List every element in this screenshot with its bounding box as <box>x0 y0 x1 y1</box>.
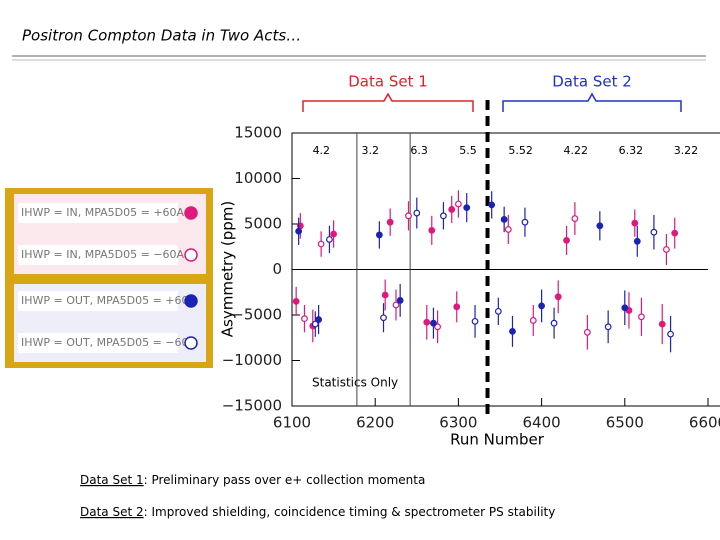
slide-title: Positron Compton Data in Two Acts… <box>22 27 301 45</box>
point <box>392 301 400 309</box>
annotation: Statistics Only <box>312 376 398 390</box>
point <box>633 237 641 245</box>
point <box>423 318 431 326</box>
legend-label: IHWP = IN, MPA5D05 = +60A <box>21 206 185 219</box>
point <box>386 218 394 226</box>
segment-label: 5.5 <box>459 144 477 157</box>
point <box>504 226 512 233</box>
y-tick-label: 15000 <box>234 124 282 142</box>
note: Data Set 2: Improved shielding, coincide… <box>80 505 555 519</box>
legend-label: IHWP = OUT, MPA5D05 = −60A <box>21 336 196 349</box>
point <box>663 246 670 253</box>
point <box>430 319 437 327</box>
segment-label: 4.2 <box>313 144 331 157</box>
note: Data Set 1: Preliminary pass over e+ col… <box>80 473 425 487</box>
note-text: : Improved shielding, coincidence timing… <box>144 505 556 519</box>
legend-marker <box>184 336 198 350</box>
set-bracket <box>302 92 474 112</box>
x-tick-label: 6300 <box>439 414 477 432</box>
point <box>453 303 461 311</box>
point <box>631 219 639 227</box>
point <box>488 201 496 209</box>
point <box>295 227 303 235</box>
legend-label: IHWP = IN, MPA5D05 = −60A <box>21 248 185 261</box>
point <box>380 314 387 322</box>
point <box>571 215 579 222</box>
y-tick-label: −15000 <box>222 397 282 415</box>
point <box>583 328 591 336</box>
point <box>494 307 502 315</box>
point <box>529 317 537 324</box>
point <box>554 293 562 301</box>
x-tick-label: 6400 <box>523 414 561 432</box>
point <box>471 317 479 325</box>
legend-marker <box>184 294 198 308</box>
y-tick-label: 5000 <box>244 215 282 233</box>
point <box>667 330 674 338</box>
point <box>650 228 658 236</box>
point <box>463 204 471 212</box>
segment-label: 6.3 <box>410 144 428 157</box>
segment-label: 6.32 <box>619 144 644 157</box>
legend-marker <box>184 248 198 262</box>
segment-label: 3.22 <box>674 144 699 157</box>
legend-strip <box>18 203 178 223</box>
point <box>317 240 325 248</box>
point <box>509 327 516 335</box>
point <box>375 231 383 239</box>
segment-label: 4.22 <box>563 144 588 157</box>
y-axis-label: Asymmetry (ppm) <box>219 201 237 337</box>
y-tick-label: 10000 <box>234 169 282 187</box>
point <box>621 304 629 312</box>
point <box>671 229 679 237</box>
point <box>500 216 508 223</box>
note-label: Data Set 2 <box>80 505 144 519</box>
point <box>292 297 300 305</box>
point <box>413 209 421 217</box>
point <box>563 236 570 244</box>
point <box>538 302 545 310</box>
set-bracket <box>502 92 682 112</box>
point <box>301 315 308 323</box>
point <box>455 200 462 208</box>
point <box>596 222 604 230</box>
y-tick-label: 0 <box>272 260 282 278</box>
segment-label: 3.2 <box>361 144 379 157</box>
x-tick-label: 6600 <box>689 414 720 432</box>
point <box>448 206 456 213</box>
set-label: Data Set 2 <box>552 73 632 91</box>
point <box>638 313 645 321</box>
point <box>311 320 319 328</box>
point <box>434 323 442 331</box>
x-tick-label: 6200 <box>356 414 394 432</box>
x-tick-label: 6100 <box>273 414 311 432</box>
x-tick-label: 6500 <box>606 414 644 432</box>
legend-strip <box>18 291 178 311</box>
y-tick-label: −10000 <box>222 351 282 369</box>
segment-label: 5.52 <box>508 144 533 157</box>
x-axis-label: Run Number <box>450 431 545 449</box>
point <box>330 230 338 238</box>
point <box>550 319 558 327</box>
legend-strip <box>18 245 178 265</box>
point <box>396 297 404 304</box>
point <box>521 218 529 226</box>
point <box>405 212 412 220</box>
legend-label: IHWP = OUT, MPA5D05 = +60A <box>21 294 196 307</box>
legend-marker <box>184 206 198 220</box>
legend-strip <box>18 333 178 353</box>
note-text: : Preliminary pass over e+ collection mo… <box>144 473 426 487</box>
point <box>326 236 333 243</box>
note-label: Data Set 1 <box>80 473 144 487</box>
point <box>658 320 666 328</box>
point <box>440 212 447 220</box>
point <box>381 291 389 299</box>
set-label: Data Set 1 <box>348 73 428 91</box>
point <box>604 323 612 331</box>
point <box>428 226 436 234</box>
y-tick-label: −5000 <box>231 306 282 324</box>
